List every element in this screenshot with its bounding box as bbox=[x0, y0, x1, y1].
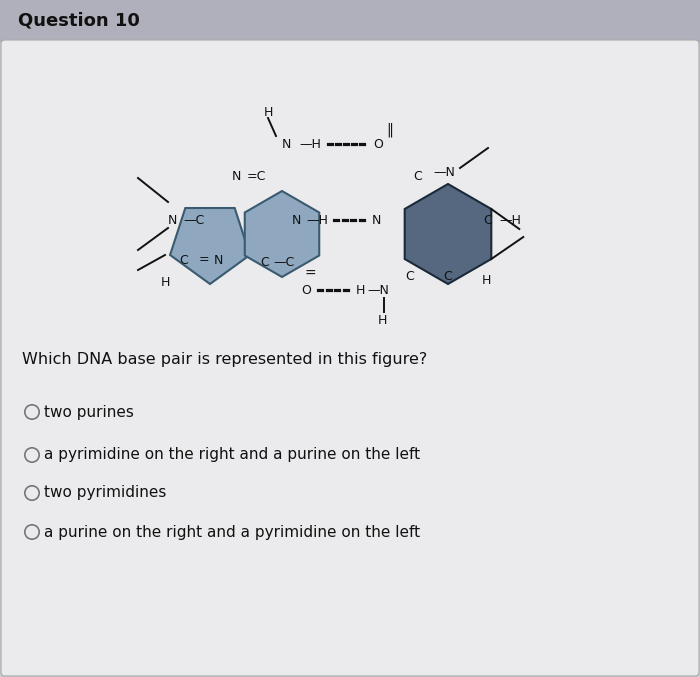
Text: a purine on the right and a pyrimidine on the left: a purine on the right and a pyrimidine o… bbox=[44, 525, 420, 540]
Text: ‖: ‖ bbox=[386, 123, 393, 137]
Polygon shape bbox=[170, 208, 250, 284]
Text: —H: —H bbox=[306, 213, 328, 227]
Text: —C: —C bbox=[274, 255, 295, 269]
Text: N: N bbox=[214, 253, 223, 267]
Text: N: N bbox=[167, 213, 176, 227]
Text: H: H bbox=[482, 274, 491, 286]
Text: O: O bbox=[373, 137, 383, 150]
Text: —N: —N bbox=[433, 165, 455, 179]
Text: C: C bbox=[414, 169, 422, 183]
Text: H: H bbox=[356, 284, 365, 297]
Text: C: C bbox=[444, 269, 452, 282]
FancyBboxPatch shape bbox=[0, 0, 700, 42]
Text: Which DNA base pair is represented in this figure?: Which DNA base pair is represented in th… bbox=[22, 352, 427, 367]
Polygon shape bbox=[405, 184, 491, 284]
Text: Question 10: Question 10 bbox=[18, 12, 140, 30]
Text: C: C bbox=[180, 253, 188, 267]
Text: —N: —N bbox=[367, 284, 389, 297]
Text: N: N bbox=[371, 213, 381, 227]
Text: O: O bbox=[301, 284, 311, 297]
Text: =: = bbox=[199, 253, 209, 267]
Text: =: = bbox=[304, 267, 316, 281]
FancyBboxPatch shape bbox=[1, 40, 699, 676]
Text: H: H bbox=[263, 106, 273, 118]
Text: N: N bbox=[231, 169, 241, 183]
Text: N: N bbox=[281, 137, 290, 150]
Text: N: N bbox=[291, 213, 301, 227]
Text: C: C bbox=[484, 213, 492, 227]
Text: two purines: two purines bbox=[44, 404, 134, 420]
Text: H: H bbox=[377, 313, 386, 326]
Text: two pyrimidines: two pyrimidines bbox=[44, 485, 167, 500]
Text: —C: —C bbox=[183, 213, 204, 227]
Text: H: H bbox=[160, 276, 169, 288]
Polygon shape bbox=[245, 191, 319, 277]
Text: a pyrimidine on the right and a purine on the left: a pyrimidine on the right and a purine o… bbox=[44, 447, 420, 462]
Text: =C: =C bbox=[246, 169, 266, 183]
Text: —H: —H bbox=[299, 137, 321, 150]
Text: —H: —H bbox=[499, 213, 521, 227]
Text: C: C bbox=[260, 255, 270, 269]
Text: C: C bbox=[405, 269, 414, 282]
